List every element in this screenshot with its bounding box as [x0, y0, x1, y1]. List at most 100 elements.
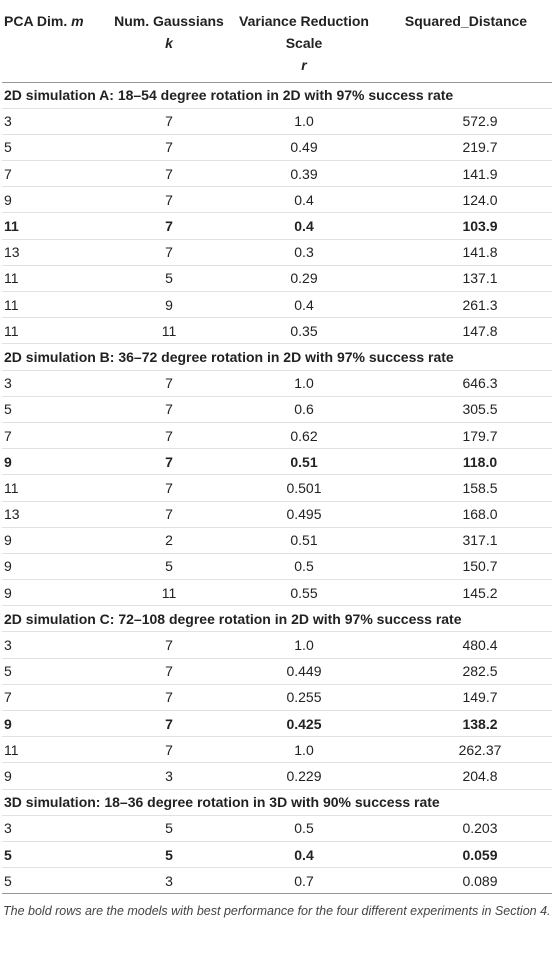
- cell: 0.495: [228, 501, 380, 528]
- section-title: 2D simulation A: 18–54 degree rotation i…: [2, 82, 552, 109]
- cell: 141.8: [380, 239, 552, 266]
- cell: 282.5: [380, 658, 552, 685]
- cell: 0.7: [228, 867, 380, 895]
- cell: 11: [2, 291, 110, 319]
- section-title: 2D simulation B: 36–72 degree rotation i…: [2, 343, 552, 371]
- data-row: 9 11 0.55 145.2: [2, 579, 552, 607]
- column-symbol: k: [165, 35, 173, 51]
- column-symbol: r: [301, 57, 307, 73]
- cell: 0.4: [228, 291, 380, 319]
- cell: 9: [2, 762, 110, 790]
- cell: 1.0: [228, 108, 380, 135]
- cell: 5: [110, 553, 228, 581]
- cell: 7: [110, 501, 228, 528]
- cell: 0.29: [228, 265, 380, 293]
- cell: 0.6: [228, 396, 380, 423]
- cell: 0.255: [228, 684, 380, 712]
- cell: 7: [110, 160, 228, 188]
- cell: 138.2: [380, 710, 552, 738]
- column-title: Num. Gaussians: [114, 13, 224, 29]
- column-header: Squared_Distance: [380, 0, 552, 83]
- cell: 1.0: [228, 370, 380, 397]
- results-table: PCA Dim. m Num. Gaussians k Variance Reduct…: [2, 0, 552, 895]
- cell: 7: [2, 422, 110, 450]
- cell: 5: [2, 867, 110, 895]
- data-row: 13 7 0.495 168.0: [2, 501, 552, 528]
- cell: 13: [2, 501, 110, 528]
- cell: 0.059: [380, 841, 552, 869]
- cell: 572.9: [380, 108, 552, 135]
- cell: 3: [2, 370, 110, 397]
- cell: 0.39: [228, 160, 380, 188]
- section-title: 2D simulation C: 72–108 degree rotation …: [2, 605, 552, 633]
- cell: 103.9: [380, 212, 552, 240]
- cell: 0.229: [228, 762, 380, 790]
- cell: 0.449: [228, 658, 380, 685]
- cell: 11: [2, 212, 110, 240]
- cell: 7: [2, 684, 110, 712]
- data-row: 9 5 0.5 150.7: [2, 553, 552, 581]
- data-row: 11 9 0.4 261.3: [2, 291, 552, 319]
- cell: 149.7: [380, 684, 552, 712]
- cell: 204.8: [380, 762, 552, 790]
- header-row: PCA Dim. m Num. Gaussians k Variance Reduct…: [2, 0, 552, 83]
- cell: 11: [2, 474, 110, 502]
- table-body: 2D simulation A: 18–54 degree rotation i…: [2, 82, 552, 895]
- data-row: 13 7 0.3 141.8: [2, 239, 552, 266]
- cell: 145.2: [380, 579, 552, 607]
- data-row: 5 7 0.449 282.5: [2, 658, 552, 685]
- column-title: Squared_Distance: [404, 13, 528, 29]
- cell: 7: [2, 160, 110, 188]
- cell: 0.203: [380, 815, 552, 842]
- cell: 124.0: [380, 186, 552, 214]
- data-row: 5 3 0.7 0.089: [2, 867, 552, 895]
- cell: 5: [110, 815, 228, 842]
- cell: 7: [110, 212, 228, 240]
- data-row: 11 7 0.4 103.9: [2, 212, 552, 240]
- cell: 0.4: [228, 186, 380, 214]
- cell: 7: [110, 134, 228, 162]
- data-row: 3 7 1.0 646.3: [2, 370, 552, 397]
- cell: 2: [110, 527, 228, 554]
- data-row: 11 7 0.501 158.5: [2, 474, 552, 502]
- section-row: 2D simulation A: 18–54 degree rotation i…: [2, 82, 552, 109]
- cell: 7: [110, 239, 228, 266]
- section-title: 3D simulation: 18–36 degree rotation in …: [2, 789, 552, 816]
- cell: 11: [110, 317, 228, 345]
- cell: 158.5: [380, 474, 552, 502]
- data-row: 11 11 0.35 147.8: [2, 317, 552, 345]
- cell: 7: [110, 422, 228, 450]
- cell: 147.8: [380, 317, 552, 345]
- cell: 5: [2, 396, 110, 423]
- cell: 9: [2, 553, 110, 581]
- cell: 0.4: [228, 841, 380, 869]
- cell: 150.7: [380, 553, 552, 581]
- cell: 0.5: [228, 553, 380, 581]
- column-title: PCA Dim.: [4, 13, 68, 29]
- cell: 13: [2, 239, 110, 266]
- cell: 0.3: [228, 239, 380, 266]
- cell: 7: [110, 370, 228, 397]
- cell: 7: [110, 710, 228, 738]
- cell: 219.7: [380, 134, 552, 162]
- cell: 7: [110, 474, 228, 502]
- cell: 7: [110, 684, 228, 712]
- column-symbol: m: [71, 13, 84, 29]
- column-header: Variance Reduction Scale r: [228, 0, 380, 83]
- cell: 1.0: [228, 631, 380, 659]
- cell: 7: [110, 631, 228, 659]
- cell: 480.4: [380, 631, 552, 659]
- cell: 7: [110, 448, 228, 476]
- cell: 0.501: [228, 474, 380, 502]
- cell: 3: [2, 631, 110, 659]
- cell: 0.425: [228, 710, 380, 738]
- data-row: 9 2 0.51 317.1: [2, 527, 552, 554]
- cell: 141.9: [380, 160, 552, 188]
- data-row: 3 5 0.5 0.203: [2, 815, 552, 842]
- table-header: PCA Dim. m Num. Gaussians k Variance Reduct…: [2, 0, 552, 83]
- section-row: 3D simulation: 18–36 degree rotation in …: [2, 789, 552, 816]
- cell: 0.62: [228, 422, 380, 450]
- data-row: 7 7 0.62 179.7: [2, 422, 552, 450]
- cell: 646.3: [380, 370, 552, 397]
- cell: 7: [110, 658, 228, 685]
